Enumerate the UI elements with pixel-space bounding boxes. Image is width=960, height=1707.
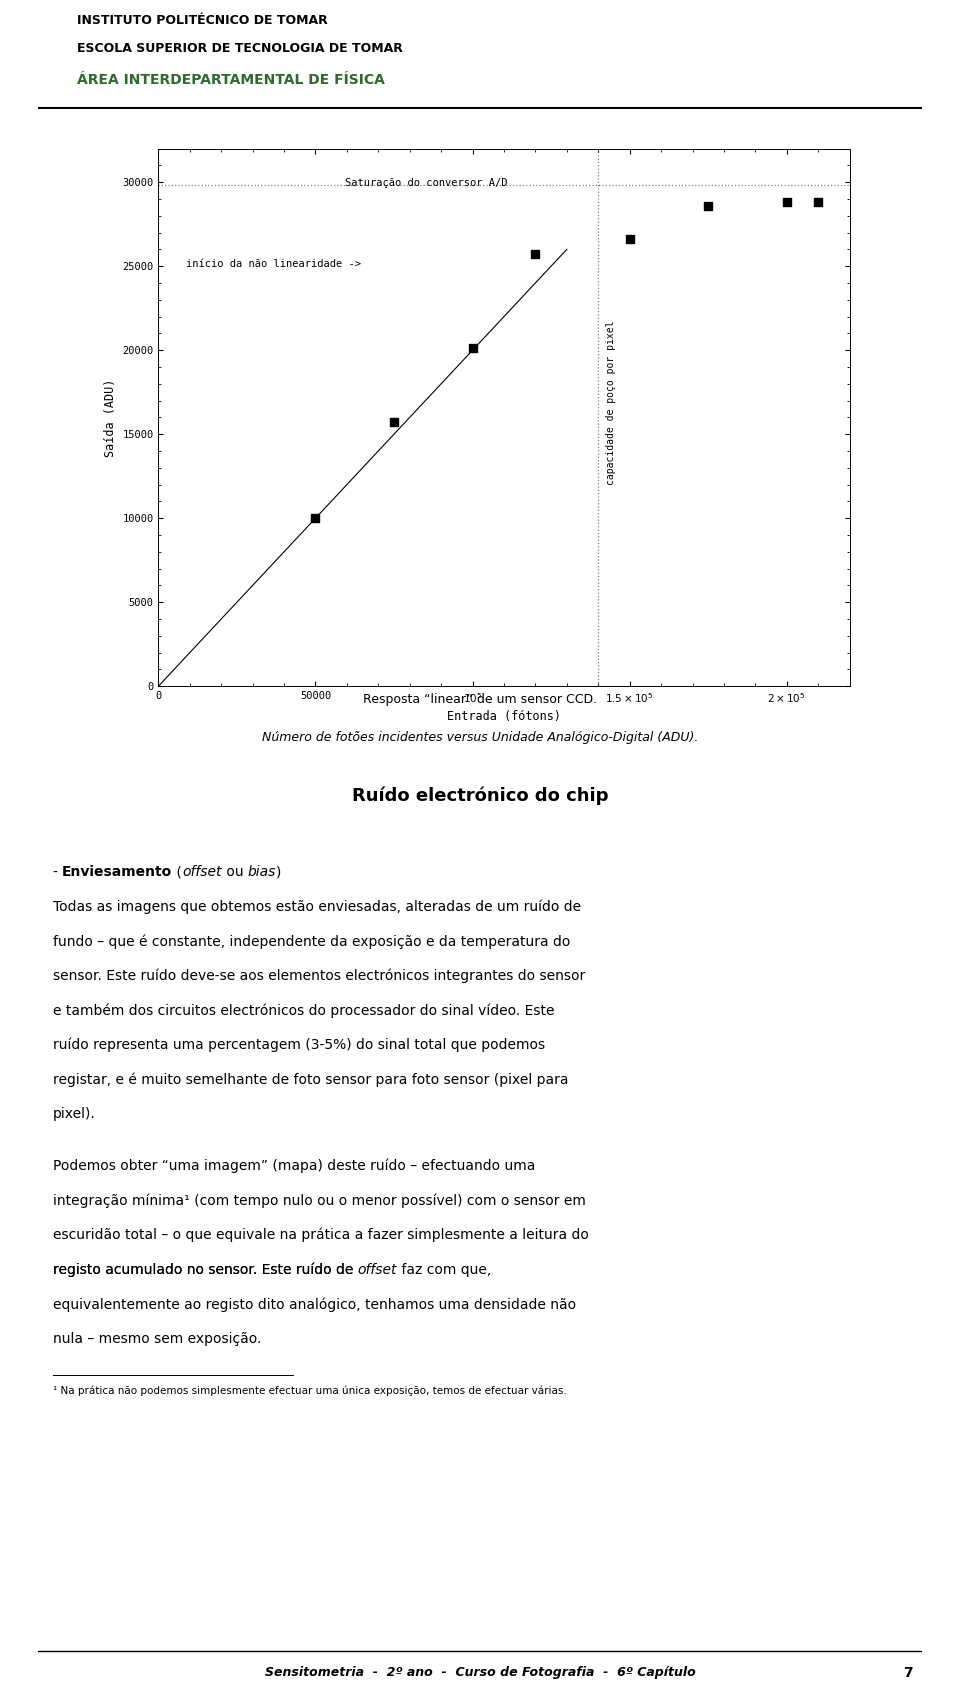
Text: INSTITUTO POLITÉCNICO DE TOMAR: INSTITUTO POLITÉCNICO DE TOMAR [77,14,327,27]
Text: -: - [53,865,62,879]
Text: Resposta “linear” de um sensor CCD.: Resposta “linear” de um sensor CCD. [363,693,597,707]
Text: sensor. Este ruído deve-se aos elementos electrónicos integrantes do sensor: sensor. Este ruído deve-se aos elementos… [53,970,585,983]
Text: início da não linearidade ->: início da não linearidade -> [186,259,361,268]
Text: e também dos circuitos electrónicos do processador do sinal vídeo. Este: e também dos circuitos electrónicos do p… [53,1004,554,1017]
Text: offset: offset [357,1263,397,1277]
Text: registo acumulado no sensor. Este ruído de: registo acumulado no sensor. Este ruído … [53,1263,357,1277]
Text: escuridão total – o que equivale na prática a fazer simplesmente a leitura do: escuridão total – o que equivale na prát… [53,1227,588,1243]
Point [528,241,543,268]
Point [701,191,716,218]
Point [622,225,637,253]
Text: bias: bias [248,865,276,879]
Text: Saturação do conversor A/D: Saturação do conversor A/D [345,178,508,188]
Point [308,505,324,533]
Point [386,408,401,435]
Text: (: ( [172,865,182,879]
Text: equivalentemente ao registo dito analógico, tenhamos uma densidade não: equivalentemente ao registo dito analógi… [53,1297,576,1311]
Text: Enviesamento: Enviesamento [62,865,172,879]
Text: ÁREA INTERDEPARTAMENTAL DE FÍSICA: ÁREA INTERDEPARTAMENTAL DE FÍSICA [77,73,385,87]
Text: Todas as imagens que obtemos estão enviesadas, alteradas de um ruído de: Todas as imagens que obtemos estão envie… [53,900,581,913]
Text: capacidade de poço por pixel: capacidade de poço por pixel [606,321,616,485]
Text: offset: offset [182,865,222,879]
Text: registar, e é muito semelhante de foto sensor para foto sensor (pixel para: registar, e é muito semelhante de foto s… [53,1072,568,1087]
Point [810,189,826,217]
Text: integração mínima¹ (com tempo nulo ou o menor possível) com o sensor em: integração mínima¹ (com tempo nulo ou o … [53,1193,586,1209]
Text: ruído representa uma percentagem (3-5%) do sinal total que podemos: ruído representa uma percentagem (3-5%) … [53,1038,545,1052]
Text: Sensitometria  -  2º ano  -  Curso de Fotografia  -  6º Capítulo: Sensitometria - 2º ano - Curso de Fotogr… [265,1666,695,1680]
Point [780,189,795,217]
Text: ): ) [276,865,281,879]
Text: ou: ou [222,865,248,879]
Text: fundo – que é constante, independente da exposição e da temperatura do: fundo – que é constante, independente da… [53,934,570,949]
Text: ¹ Na prática não podemos simplesmente efectuar uma única exposição, temos de efe: ¹ Na prática não podemos simplesmente ef… [53,1386,566,1396]
Text: nula – mesmo sem exposição.: nula – mesmo sem exposição. [53,1331,261,1345]
Text: pixel).: pixel). [53,1108,96,1121]
X-axis label: Entrada (fótons): Entrada (fótons) [447,710,561,724]
Y-axis label: Saída (ADU): Saída (ADU) [104,379,117,456]
Text: Número de fotões incidentes versus Unidade Analógico-Digital (ADU).: Número de fotões incidentes versus Unida… [262,731,698,744]
Text: 7: 7 [903,1666,913,1680]
Text: ESCOLA SUPERIOR DE TECNOLOGIA DE TOMAR: ESCOLA SUPERIOR DE TECNOLOGIA DE TOMAR [77,43,402,55]
Text: registo acumulado no sensor. Este ruído de: registo acumulado no sensor. Este ruído … [53,1263,357,1277]
Text: Ruído electrónico do chip: Ruído electrónico do chip [351,787,609,806]
Text: faz com que,: faz com que, [397,1263,492,1277]
Point [465,335,480,362]
Text: Podemos obter “uma imagem” (mapa) deste ruído – efectuando uma: Podemos obter “uma imagem” (mapa) deste … [53,1159,535,1173]
